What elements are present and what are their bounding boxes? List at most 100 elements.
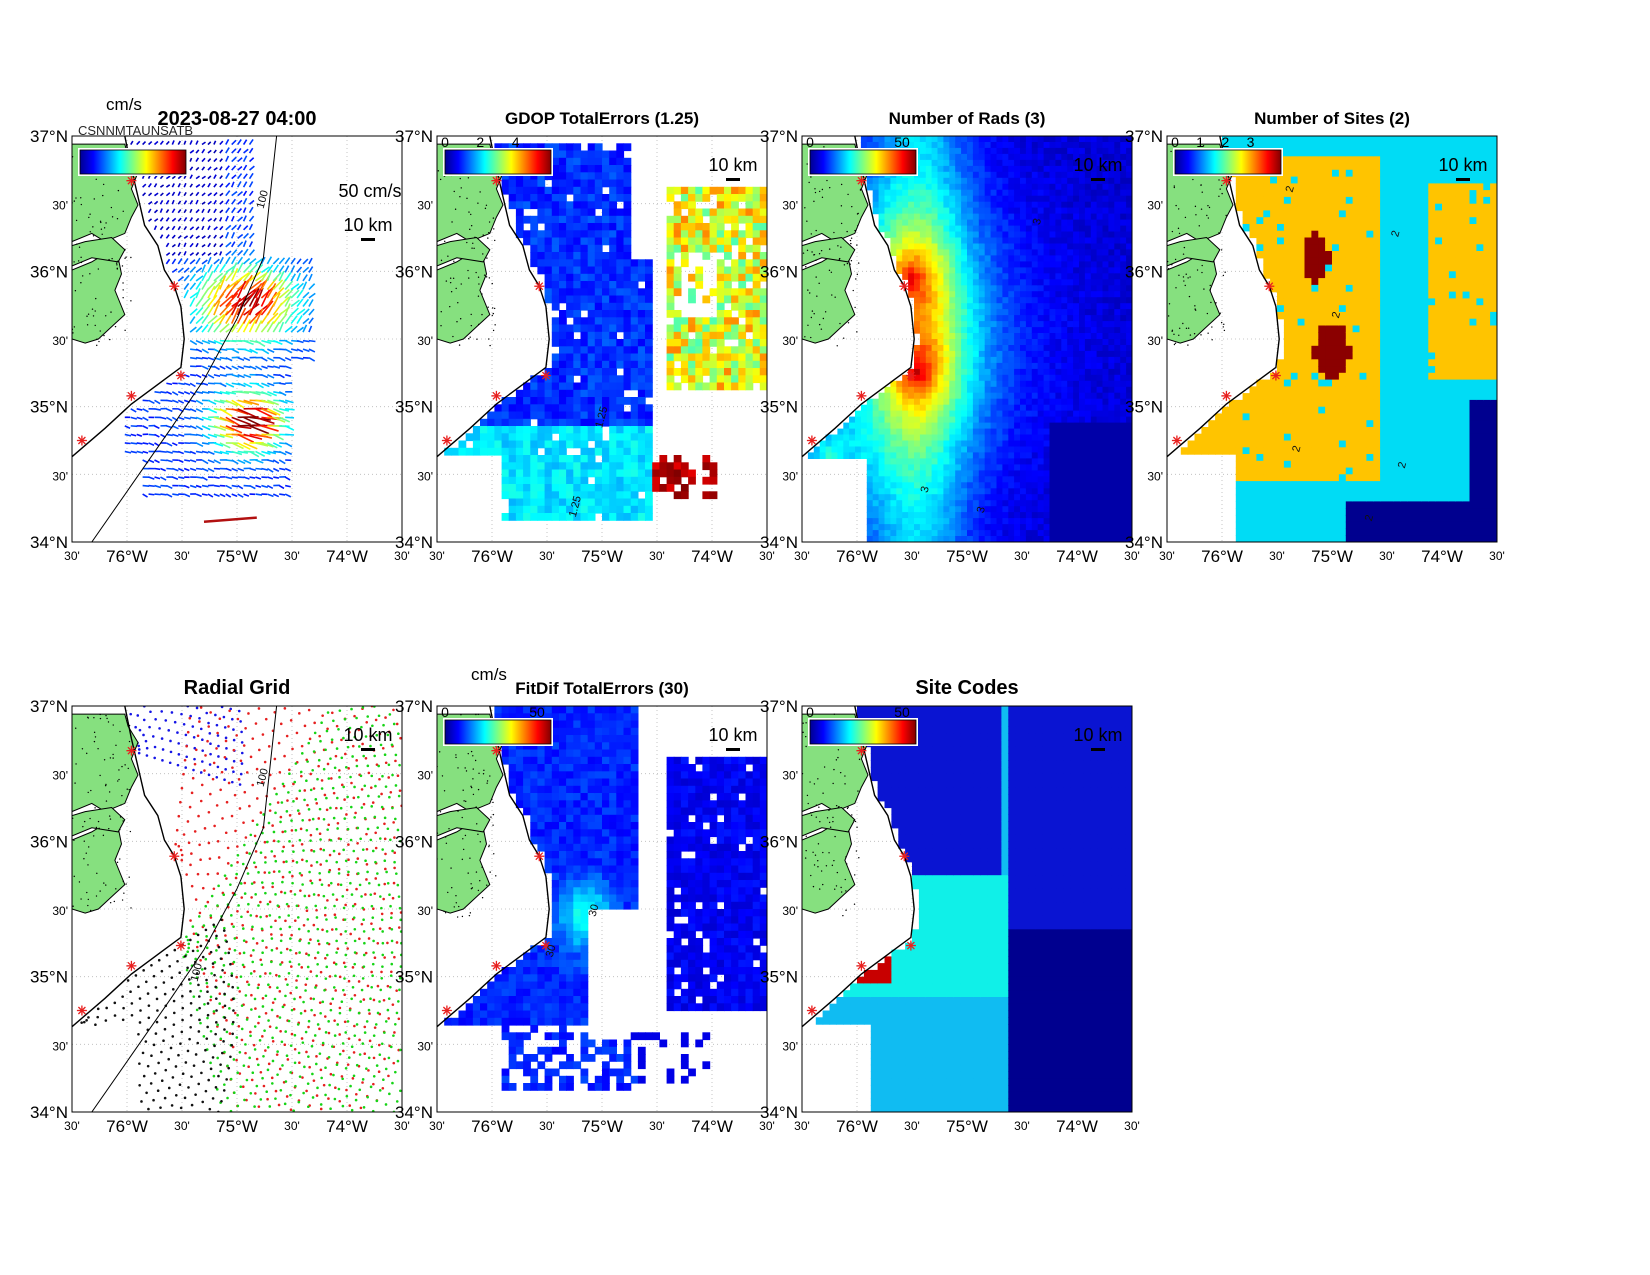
lat-tick-label: 30' [782,469,798,483]
lon-tick-label: 76°W [106,1117,148,1136]
colorbar-tick-label: 0 [1171,134,1179,150]
coastline [802,136,915,458]
lon-tick-label: 30' [904,549,920,563]
land-mass [1167,236,1221,267]
lon-tick-label: 30' [174,1119,190,1133]
lat-tick-label: 30' [417,199,433,213]
site-marker [175,370,186,381]
lon-tick-label: 30' [1489,549,1505,563]
data-field [444,706,767,1091]
colorbar [79,149,187,175]
lon-tick-label: 74°W [691,1117,733,1136]
coastline [72,706,185,1028]
land-mass [802,236,856,267]
lon-tick-label: 76°W [836,1117,878,1136]
lon-tick-label: 75°W [216,1117,258,1136]
lon-tick-label: 75°W [1311,547,1353,566]
lat-tick-label: 30' [52,469,68,483]
lon-tick-label: 30' [539,1119,555,1133]
contour-label: 1.25 [567,495,584,519]
lat-tick-label: 36°N [30,832,68,851]
lon-tick-label: 30' [1014,549,1030,563]
land-mass [437,236,491,267]
lat-tick-label: 30' [782,1039,798,1053]
lon-tick-label: 75°W [581,1117,623,1136]
scale-label: 10 km [708,725,757,745]
contour-label: 100 [255,767,271,788]
lat-tick-label: 30' [417,334,433,348]
colorbar [809,719,917,745]
panel-title: 2023-08-27 04:00 [157,108,316,130]
site-marker [856,745,867,756]
lat-tick-label: 35°N [30,968,68,987]
lon-tick-label: 75°W [581,547,623,566]
lon-tick-label: 30' [1159,549,1175,563]
site-marker [1270,370,1281,381]
lat-tick-label: 35°N [395,398,433,417]
data-field [444,143,767,521]
lat-tick-label: 30' [417,904,433,918]
colorbar-tick-label: 0 [806,704,814,720]
site-marker [175,940,186,951]
lon-tick-label: 30' [284,549,300,563]
contour-label: 30 [544,944,559,959]
contour-label: 3 [1031,217,1044,226]
lat-tick-label: 30' [417,1039,433,1053]
site-marker [169,851,180,862]
axes-frame [71,705,403,1113]
site-marker [76,1005,87,1016]
lat-tick-label: 34°N [30,1103,68,1122]
colorbar-tick-label: 50 [894,704,910,720]
lon-tick-label: 75°W [216,547,258,566]
lat-tick-label: 37°N [760,127,798,146]
lon-tick-label: 30' [1124,549,1140,563]
panel-title: GDOP TotalErrors (1.25) [505,109,699,128]
lon-tick-label: 75°W [946,547,988,566]
lat-tick-label: 37°N [30,697,68,716]
site-marker [491,745,502,756]
site-marker [1221,175,1232,186]
coastline [437,136,550,458]
isobath-line [91,706,278,1112]
site-marker [899,851,910,862]
site-marker [856,960,867,971]
lon-tick-label: 74°W [1056,547,1098,566]
coastline [437,706,550,1028]
lon-tick-label: 30' [1014,1119,1030,1133]
isobath-line [91,136,278,542]
lon-tick-label: 30' [649,1119,665,1133]
site-marker [126,175,137,186]
lat-tick-label: 37°N [395,127,433,146]
site-marker [1221,390,1232,401]
scale-label: 10 km [708,155,757,175]
colorbar-unit: cm/s [106,95,142,114]
contour-label: 2 [1396,461,1409,470]
scale-label: 10 km [343,725,392,745]
coastline [802,706,915,1028]
lon-tick-label: 76°W [836,547,878,566]
scale-bar [361,748,375,751]
lon-tick-label: 74°W [691,547,733,566]
scale-label: 10 km [1438,155,1487,175]
lat-tick-label: 30' [52,1039,68,1053]
site-marker [126,745,137,756]
lon-tick-label: 30' [284,1119,300,1133]
lat-tick-label: 34°N [395,533,433,552]
lon-tick-label: 30' [64,549,80,563]
lat-tick-label: 34°N [395,1103,433,1122]
coastline [72,136,185,458]
data-field [815,706,1132,1112]
lat-tick-label: 37°N [395,697,433,716]
contour-label: 2 [1284,185,1297,194]
contour-label: 100 [255,189,271,210]
lon-tick-label: 30' [1124,1119,1140,1133]
lat-tick-label: 30' [782,334,798,348]
lon-tick-label: 30' [429,1119,445,1133]
colorbar-tick-label: 3 [1247,134,1255,150]
lat-tick-label: 35°N [1125,398,1163,417]
lat-tick-label: 35°N [760,398,798,417]
lat-tick-label: 36°N [1125,262,1163,281]
lon-tick-label: 30' [1269,549,1285,563]
